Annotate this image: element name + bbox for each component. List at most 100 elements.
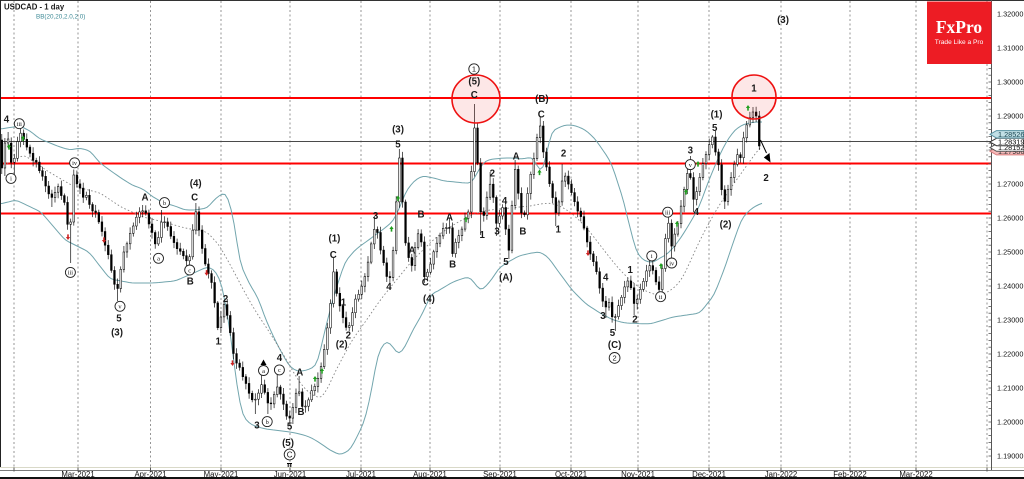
svg-text:2: 2 [223,294,228,305]
svg-text:3: 3 [494,226,500,237]
svg-text:Jun-2021: Jun-2021 [274,470,307,479]
svg-text:B: B [418,209,425,220]
svg-text:Feb-2022: Feb-2022 [833,470,866,479]
svg-text:2: 2 [346,330,351,341]
svg-text:iii: iii [68,270,74,277]
svg-text:Oct-2021: Oct-2021 [555,470,587,479]
svg-text:Mar-2022: Mar-2022 [899,470,932,479]
svg-text:1: 1 [556,224,562,235]
svg-text:1: 1 [628,265,634,276]
svg-text:Nov-2021: Nov-2021 [621,470,655,479]
svg-text:1.26000: 1.26000 [997,214,1023,223]
svg-text:c: c [188,267,191,274]
svg-text:1.28152: 1.28152 [998,143,1024,152]
svg-text:b: b [266,419,269,426]
svg-text:3: 3 [373,211,379,222]
svg-text:(3): (3) [777,15,789,26]
svg-text:A: A [446,212,453,223]
svg-text:a: a [157,256,160,263]
svg-text:1.20000: 1.20000 [997,418,1023,427]
svg-text:1.27000: 1.27000 [997,180,1023,189]
svg-text:B: B [449,259,456,270]
svg-text:C: C [471,90,478,101]
svg-text:2: 2 [561,148,566,159]
svg-text:4: 4 [694,207,700,218]
svg-text:2: 2 [613,354,617,363]
svg-text:(5): (5) [468,76,480,87]
svg-text:A: A [409,245,416,256]
svg-text:4: 4 [4,114,10,125]
svg-text:iv: iv [669,260,675,267]
svg-text:1: 1 [751,83,757,94]
svg-text:a: a [262,368,265,375]
svg-text:5: 5 [287,421,293,432]
svg-text:C: C [287,450,293,459]
svg-text:1.29000: 1.29000 [997,112,1023,121]
svg-text:A: A [142,192,149,203]
svg-text:1: 1 [216,336,222,347]
svg-text:ii: ii [659,294,663,301]
svg-text:B: B [187,276,194,287]
svg-text:3: 3 [254,420,260,431]
svg-text:c: c [278,367,281,374]
svg-text:C: C [330,250,337,261]
svg-text:1.23000: 1.23000 [997,316,1023,325]
svg-text:1.32000: 1.32000 [997,10,1023,19]
svg-text:(4): (4) [423,294,435,305]
svg-text:(B): (B) [535,94,548,105]
svg-text:Apr-2021: Apr-2021 [134,470,166,479]
svg-text:(1): (1) [328,233,340,244]
svg-text:1: 1 [472,65,476,74]
svg-text:(A): (A) [499,273,512,284]
svg-text:3: 3 [688,145,694,156]
svg-text:BB(20,20,2.0,2.0): BB(20,20,2.0,2.0) [36,14,85,21]
svg-text:USDCAD - 1 day: USDCAD - 1 day [4,3,65,12]
svg-text:(5): (5) [282,438,294,449]
svg-text:1.24000: 1.24000 [997,282,1023,291]
svg-text:(4): (4) [190,178,202,189]
svg-text:A: A [296,367,303,378]
svg-text:1.28319: 1.28319 [998,138,1024,147]
svg-text:4: 4 [502,196,508,207]
svg-text:B: B [298,407,305,418]
svg-text:1.30000: 1.30000 [997,78,1023,87]
svg-text:1.28526: 1.28526 [998,130,1024,139]
svg-text:Mar-2021: Mar-2021 [61,470,94,479]
svg-text:4: 4 [277,353,283,364]
svg-text:iii: iii [17,121,23,128]
svg-text:(C): (C) [608,340,621,351]
svg-text:2: 2 [632,315,637,326]
svg-text:Sep-2021: Sep-2021 [483,470,517,479]
svg-text:B: B [519,226,526,237]
svg-text:Dec-2021: Dec-2021 [692,470,726,479]
svg-text:1.19000: 1.19000 [997,452,1023,461]
svg-text:2: 2 [763,173,768,184]
svg-text:5: 5 [503,257,509,268]
svg-text:b: b [163,200,166,207]
svg-text:A: A [513,152,520,163]
svg-text:1.25000: 1.25000 [997,248,1023,257]
svg-text:2: 2 [490,169,495,180]
svg-text:5: 5 [395,139,401,150]
svg-text:C: C [422,277,429,288]
svg-text:1: 1 [480,230,486,241]
svg-text:(3): (3) [111,327,123,338]
svg-text:v: v [689,162,693,169]
svg-text:iii: iii [665,210,671,217]
svg-text:C: C [191,192,198,203]
svg-text:v: v [118,304,122,311]
svg-text:(3): (3) [392,124,404,135]
svg-text:(2): (2) [720,220,732,231]
svg-text:(2): (2) [336,339,348,350]
svg-text:May-2021: May-2021 [204,470,239,479]
svg-text:4: 4 [603,273,609,284]
svg-text:i: i [651,253,653,260]
svg-text:1.21000: 1.21000 [997,384,1023,393]
svg-text:4: 4 [386,282,392,293]
svg-text:FxPro: FxPro [936,17,983,37]
svg-text:C: C [538,110,545,121]
svg-text:i: i [10,176,12,183]
svg-text:1.31000: 1.31000 [997,44,1023,53]
svg-text:Jan-2022: Jan-2022 [765,470,798,479]
svg-text:1: 1 [341,297,347,308]
